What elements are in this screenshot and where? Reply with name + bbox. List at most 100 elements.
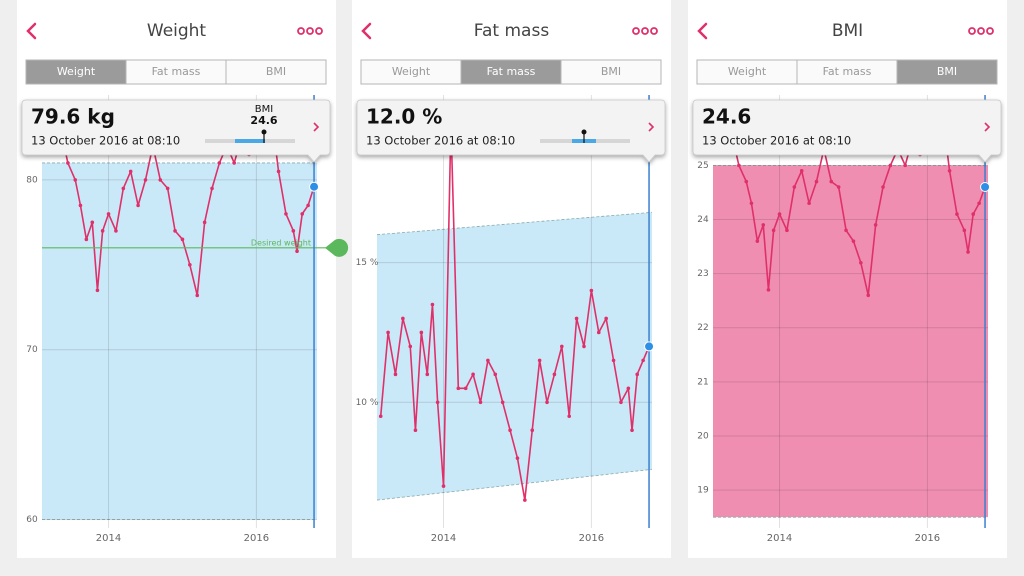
tab-label: BMI bbox=[266, 65, 286, 78]
menu-dot bbox=[968, 27, 976, 35]
data-point bbox=[435, 400, 440, 405]
tooltip-arrow[interactable] bbox=[984, 122, 991, 132]
data-point bbox=[295, 249, 299, 254]
tooltip-arrow[interactable] bbox=[313, 122, 320, 132]
data-point bbox=[792, 185, 797, 189]
data-point bbox=[232, 161, 237, 165]
data-point bbox=[202, 220, 207, 225]
data-point bbox=[95, 288, 100, 293]
gauge-knob bbox=[581, 129, 587, 135]
data-point bbox=[78, 203, 83, 208]
data-point bbox=[493, 372, 498, 377]
data-point bbox=[836, 185, 841, 189]
tooltip-date: 13 October 2016 at 08:10 bbox=[366, 134, 515, 148]
target-handle[interactable] bbox=[325, 238, 349, 257]
data-point bbox=[100, 229, 105, 233]
tab[interactable] bbox=[560, 59, 662, 85]
tab[interactable] bbox=[896, 59, 998, 85]
tooltip-arrow[interactable] bbox=[648, 122, 655, 132]
tab[interactable] bbox=[460, 59, 562, 85]
data-point bbox=[977, 201, 981, 206]
data-point bbox=[771, 228, 776, 233]
y-tick-label: 20 bbox=[697, 431, 709, 441]
tooltip-value: 12.0 % bbox=[366, 105, 442, 129]
data-point bbox=[799, 168, 804, 173]
tooltip-value: 24.6 bbox=[702, 105, 751, 129]
data-point bbox=[737, 163, 741, 168]
x-tick-label: 2014 bbox=[767, 533, 792, 544]
menu-button[interactable] bbox=[297, 27, 323, 35]
data-point bbox=[971, 212, 976, 216]
menu-dot bbox=[986, 27, 994, 35]
screen-title: Fat mass bbox=[474, 21, 550, 41]
y-tick-label: 10 % bbox=[356, 398, 379, 408]
data-point bbox=[530, 428, 535, 433]
selected-point[interactable] bbox=[980, 182, 991, 193]
data-point bbox=[619, 400, 623, 405]
target-band bbox=[42, 162, 317, 520]
data-point bbox=[408, 344, 413, 349]
phone-screen: Weight Weight Fat mass BMI 60 70 80 2014 2016 Des… bbox=[17, 0, 349, 558]
back-button[interactable] bbox=[697, 22, 708, 40]
data-point bbox=[173, 229, 177, 233]
menu-dot bbox=[315, 27, 323, 35]
menu-dot bbox=[641, 27, 649, 35]
x-tick-label: 2014 bbox=[96, 533, 121, 544]
y-tick-label: 25 bbox=[697, 161, 708, 171]
data-point bbox=[744, 179, 749, 184]
target-label: Desired weight bbox=[251, 238, 311, 247]
data-point bbox=[143, 178, 148, 182]
data-point bbox=[589, 288, 594, 293]
tab-label: Fat mass bbox=[823, 65, 872, 78]
tab-label: Fat mass bbox=[152, 65, 201, 78]
data-point bbox=[471, 372, 475, 377]
chart bbox=[377, 95, 652, 528]
tab[interactable] bbox=[360, 59, 462, 85]
tab[interactable] bbox=[796, 59, 898, 85]
data-point bbox=[749, 201, 754, 206]
data-point bbox=[276, 169, 281, 174]
selected-point[interactable] bbox=[644, 341, 655, 352]
data-point bbox=[641, 358, 645, 363]
y-tick-label: 70 bbox=[26, 345, 38, 355]
tooltip-box bbox=[21, 99, 331, 163]
data-point bbox=[955, 212, 959, 216]
data-point bbox=[486, 358, 490, 363]
data-point bbox=[441, 484, 446, 488]
data-point bbox=[851, 239, 856, 243]
tooltip-date: 13 October 2016 at 08:10 bbox=[31, 134, 180, 148]
data-point bbox=[630, 428, 634, 433]
data-point bbox=[552, 372, 557, 377]
data-point bbox=[829, 179, 834, 184]
data-point bbox=[128, 169, 133, 174]
data-point bbox=[515, 456, 520, 460]
screen-title: BMI bbox=[832, 21, 863, 41]
menu-button[interactable] bbox=[968, 27, 994, 35]
data-point bbox=[300, 212, 305, 216]
x-tick-label: 2016 bbox=[244, 533, 269, 544]
back-button[interactable] bbox=[26, 22, 37, 40]
data-point bbox=[814, 179, 819, 184]
menu-button[interactable] bbox=[632, 27, 658, 35]
tab-label: BMI bbox=[601, 65, 621, 78]
data-point bbox=[537, 358, 542, 363]
menu-dot bbox=[977, 27, 985, 35]
y-tick-label: 21 bbox=[697, 377, 708, 387]
data-point bbox=[888, 163, 893, 168]
data-point bbox=[478, 400, 483, 405]
data-point bbox=[430, 302, 435, 307]
data-point bbox=[463, 386, 468, 391]
data-point bbox=[777, 212, 782, 216]
tab[interactable] bbox=[25, 59, 127, 85]
tab[interactable] bbox=[225, 59, 327, 85]
back-button[interactable] bbox=[361, 22, 372, 40]
tab[interactable] bbox=[125, 59, 227, 85]
data-point bbox=[188, 263, 192, 267]
data-point bbox=[66, 161, 70, 165]
data-point bbox=[761, 223, 766, 227]
data-point bbox=[611, 358, 616, 363]
data-point bbox=[401, 316, 405, 321]
selected-point[interactable] bbox=[309, 181, 320, 192]
data-point bbox=[195, 293, 200, 298]
